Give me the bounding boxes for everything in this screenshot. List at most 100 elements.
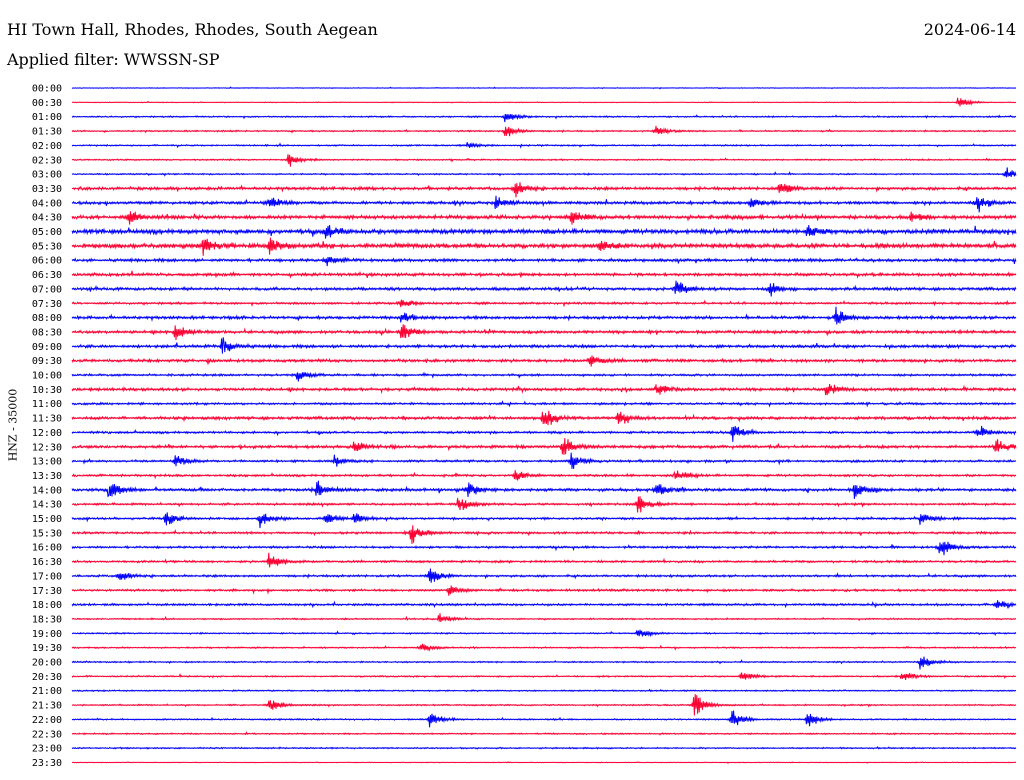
time-tick-label: 06:00 xyxy=(32,256,62,267)
trace-line xyxy=(71,355,1017,367)
time-tick-label: 01:00 xyxy=(32,112,62,123)
time-tick-label: 12:30 xyxy=(32,442,62,453)
time-tick-label: 12:00 xyxy=(32,428,62,439)
trace-line xyxy=(71,688,1017,693)
trace-line xyxy=(71,629,1017,638)
trace-line xyxy=(71,211,1017,225)
trace-line xyxy=(71,306,1017,325)
time-tick-label: 17:00 xyxy=(32,571,62,582)
filter-label: Applied filter: WWSSN-SP xyxy=(7,50,220,69)
trace-line xyxy=(71,480,1017,500)
time-tick-label: 21:00 xyxy=(32,686,62,697)
trace-line xyxy=(71,452,1017,469)
station-title: HI Town Hall, Rhodes, Rhodes, South Aege… xyxy=(7,20,378,39)
trace-line xyxy=(71,182,1017,198)
time-tick-label: 10:30 xyxy=(32,385,62,396)
trace-line xyxy=(71,710,1017,728)
trace-line xyxy=(71,337,1017,354)
time-tick-label: 15:30 xyxy=(32,528,62,539)
trace-line xyxy=(71,237,1017,256)
trace-line xyxy=(71,324,1017,340)
trace-line xyxy=(71,525,1017,544)
trace-line xyxy=(71,195,1017,213)
time-tick-label: 00:30 xyxy=(32,98,62,109)
time-tick-label: 19:30 xyxy=(32,643,62,654)
time-tick-label: 15:00 xyxy=(32,514,62,525)
trace-line xyxy=(71,552,1017,568)
trace-line xyxy=(71,154,1017,167)
time-tick-label: 16:30 xyxy=(32,557,62,568)
trace-line xyxy=(71,745,1017,750)
time-tick-label: 07:00 xyxy=(32,284,62,295)
time-tick-label: 21:30 xyxy=(32,701,62,712)
time-tick-label: 03:00 xyxy=(32,170,62,181)
time-tick-label: 03:30 xyxy=(32,184,62,195)
trace-line xyxy=(71,643,1017,652)
trace-line xyxy=(71,731,1017,736)
time-tick-label: 13:30 xyxy=(32,471,62,482)
time-tick-label: 09:00 xyxy=(32,342,62,353)
time-tick-label: 05:30 xyxy=(32,241,62,252)
time-tick-label: 20:00 xyxy=(32,658,62,669)
trace-line xyxy=(71,496,1017,513)
trace-line xyxy=(71,400,1017,408)
time-tick-label: 07:30 xyxy=(32,299,62,310)
time-tick-label: 00:00 xyxy=(32,84,62,95)
time-tick-label: 05:00 xyxy=(32,227,62,238)
trace-line xyxy=(71,761,1017,765)
trace-line xyxy=(71,256,1017,267)
time-tick-label: 19:00 xyxy=(32,629,62,640)
time-tick-label: 22:30 xyxy=(32,729,62,740)
time-tick-label: 01:30 xyxy=(32,127,62,138)
time-tick-label: 10:00 xyxy=(32,371,62,382)
trace-line xyxy=(71,585,1017,596)
trace-line xyxy=(71,672,1017,681)
trace-line xyxy=(71,694,1017,716)
time-tick-label: 23:00 xyxy=(32,744,62,755)
time-tick-label: 18:30 xyxy=(32,614,62,625)
time-tick-label: 08:00 xyxy=(32,313,62,324)
trace-line xyxy=(71,656,1017,670)
trace-line xyxy=(71,384,1017,396)
time-tick-label: 14:30 xyxy=(32,500,62,511)
trace-line xyxy=(71,125,1017,137)
time-tick-label: 23:30 xyxy=(32,758,62,769)
trace-line xyxy=(71,568,1017,583)
time-tick-label: 16:00 xyxy=(32,543,62,554)
time-tick-label: 02:30 xyxy=(32,155,62,166)
time-tick-label: 22:00 xyxy=(32,715,62,726)
time-tick-label: 11:30 xyxy=(32,414,62,425)
time-tick-label: 11:00 xyxy=(32,399,62,410)
trace-line xyxy=(71,167,1017,178)
trace-line xyxy=(71,299,1017,308)
time-tick-label: 04:00 xyxy=(32,198,62,209)
trace-line xyxy=(71,225,1017,239)
trace-line xyxy=(71,86,1017,90)
time-tick-label: 06:30 xyxy=(32,270,62,281)
trace-line xyxy=(71,438,1017,455)
trace-line xyxy=(71,470,1017,481)
trace-line xyxy=(71,425,1017,442)
time-tick-label: 04:30 xyxy=(32,213,62,224)
time-tick-label: 17:30 xyxy=(32,586,62,597)
time-tick-label: 02:00 xyxy=(32,141,62,152)
trace-line xyxy=(71,97,1017,107)
trace-line xyxy=(71,280,1017,297)
time-tick-label: 13:00 xyxy=(32,457,62,468)
trace-line xyxy=(71,600,1017,609)
time-tick-label: 09:30 xyxy=(32,356,62,367)
time-tick-label: 18:00 xyxy=(32,600,62,611)
trace-line xyxy=(71,613,1017,623)
time-tick-label: 14:00 xyxy=(32,485,62,496)
trace-line xyxy=(71,270,1017,279)
trace-line xyxy=(71,541,1017,556)
trace-line xyxy=(71,141,1017,149)
trace-line xyxy=(71,371,1017,382)
trace-line xyxy=(71,113,1017,123)
trace-line xyxy=(71,410,1017,426)
trace-line xyxy=(71,512,1017,529)
time-tick-label: 08:30 xyxy=(32,327,62,338)
date-label: 2024-06-14 xyxy=(923,20,1016,39)
time-tick-label: 20:30 xyxy=(32,672,62,683)
